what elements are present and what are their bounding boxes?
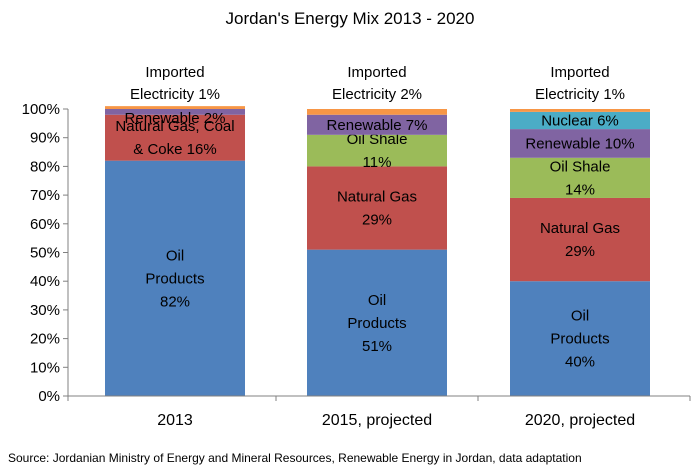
- bar-segment-oil: [105, 160, 245, 396]
- data-label-imported: Electricity 1%: [130, 86, 220, 103]
- bar-segment-gas: [105, 114, 245, 161]
- bar-segment-oil: [510, 281, 650, 396]
- y-tick-label: 80%: [30, 158, 60, 175]
- bar-stack: Oil Products 40% Natural Gas 29% Oil Shale 14%…: [510, 64, 650, 396]
- data-label-imported: Imported: [145, 64, 204, 81]
- y-tick-label: 90%: [30, 130, 60, 147]
- source-note: Source: Jordanian Ministry of Energy and…: [8, 451, 582, 465]
- y-tick-label: 10%: [30, 359, 60, 376]
- bar-segment-shale: [510, 157, 650, 198]
- bar-segment-nuclear: [510, 111, 650, 130]
- bar-segment-gas: [307, 166, 447, 250]
- x-category-label: 2020, projected: [525, 412, 635, 429]
- x-category-label: 2013: [157, 412, 193, 429]
- data-label-shale: Oil Shale: [347, 131, 408, 148]
- data-label-imported: Electricity 2%: [332, 86, 422, 103]
- data-label-oil: Products: [145, 270, 204, 287]
- bar-segment-renewable: [105, 109, 245, 115]
- bar-segment-renewable: [307, 114, 447, 135]
- data-label-imported: Imported: [550, 64, 609, 81]
- data-label-renewable: Renewable 2%: [125, 110, 226, 127]
- data-label-shale: Oil Shale: [550, 158, 611, 175]
- data-label-gas: Natural Gas, Coal: [115, 118, 234, 135]
- data-label-imported: Imported: [347, 64, 406, 81]
- data-label-oil: Products: [347, 315, 406, 332]
- y-tick-label: 0%: [38, 388, 60, 405]
- bar-segment-renewable: [510, 129, 650, 158]
- data-label-gas: & Coke 16%: [133, 141, 216, 158]
- data-label-oil: 40%: [565, 354, 595, 371]
- data-label-oil: 82%: [160, 293, 190, 310]
- data-label-gas: 29%: [362, 212, 392, 229]
- data-label-gas: Natural Gas: [540, 220, 620, 237]
- data-label-renewable: Renewable 10%: [525, 135, 634, 152]
- y-axis: 0% 10% 20% 30% 40% 50% 60% 70% 80% 90% 100%: [22, 101, 69, 405]
- data-label-shale: 14%: [565, 181, 595, 198]
- y-tick-label: 50%: [30, 245, 60, 262]
- data-label-shale: 11%: [363, 154, 392, 171]
- bars-group: Oil Products 82% Natural Gas, Coal & Coke 16…: [105, 64, 650, 396]
- data-label-oil: Products: [550, 331, 609, 348]
- bar-segment-oil: [307, 249, 447, 396]
- y-tick-label: 70%: [30, 187, 60, 204]
- data-label-oil: Oil: [368, 292, 386, 309]
- data-label-renewable: Renewable 7%: [327, 117, 428, 134]
- data-label-oil: 51%: [362, 338, 392, 355]
- data-label-nuclear: Nuclear 6%: [541, 112, 619, 129]
- x-category-label: 2015, projected: [322, 412, 432, 429]
- bar-segment-imported: [105, 106, 245, 109]
- y-tick-label: 40%: [30, 273, 60, 290]
- x-axis: 2013 2015, projected 2020, projected: [67, 395, 691, 429]
- bar-segment-imported: [307, 109, 447, 115]
- data-label-oil: Oil: [166, 247, 184, 264]
- data-label-gas: Natural Gas: [337, 189, 417, 206]
- y-tick-label: 100%: [22, 101, 60, 118]
- bar-stack: Oil Products 82% Natural Gas, Coal & Coke 16…: [105, 64, 245, 396]
- y-tick-label: 30%: [30, 302, 60, 319]
- bar-stack: Oil Products 51% Natural Gas 29% Oil Shale 11%…: [307, 64, 447, 396]
- bar-segment-shale: [307, 134, 447, 167]
- bar-segment-gas: [510, 197, 650, 282]
- y-tick-label: 60%: [30, 216, 60, 233]
- data-label-imported: Electricity 1%: [535, 86, 625, 103]
- y-tick-label: 20%: [30, 331, 60, 348]
- chart-title: Jordan's Energy Mix 2013 - 2020: [226, 9, 475, 28]
- bar-segment-imported: [510, 109, 650, 112]
- data-label-oil: Oil: [571, 308, 589, 325]
- data-label-gas: 29%: [565, 243, 595, 260]
